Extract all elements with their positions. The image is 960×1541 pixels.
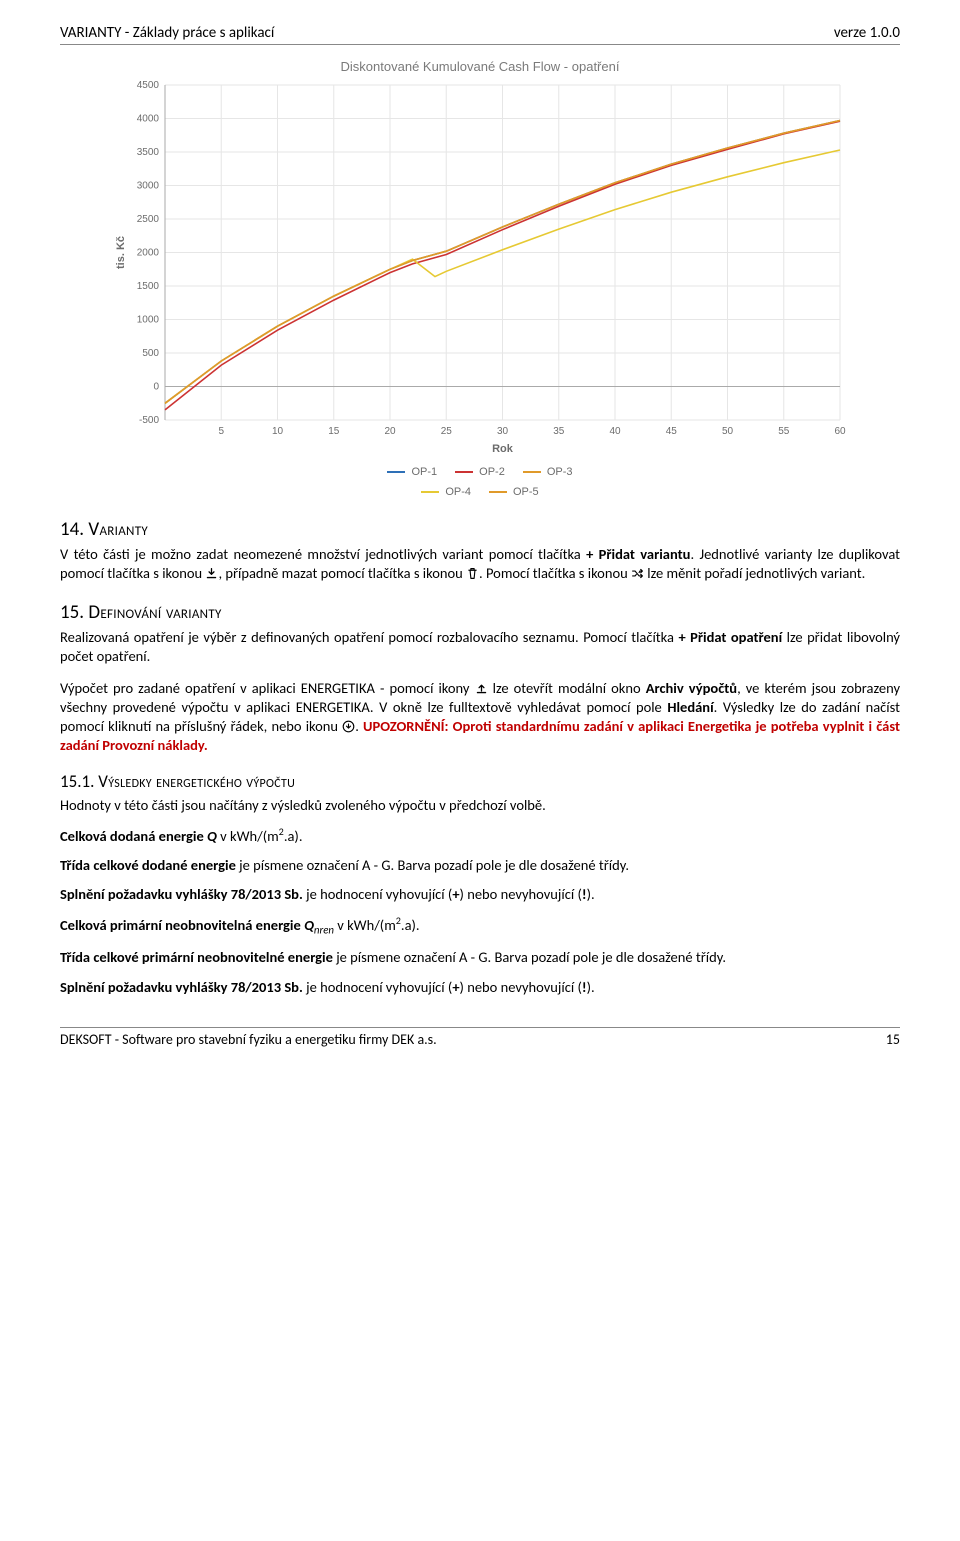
trash-icon xyxy=(466,566,479,579)
svg-text:tis. Kč: tis. Kč xyxy=(115,236,127,269)
circle-down-icon xyxy=(342,719,355,732)
svg-text:35: 35 xyxy=(553,426,565,437)
chart-svg: -500 0 500 1000 1500 2000 2500 3000 3500 4000 4500… xyxy=(110,80,850,460)
s151-p4: Splnění požadavku vyhlášky 78/2013 Sb. j… xyxy=(60,885,900,904)
svg-text:-500: -500 xyxy=(139,415,159,426)
svg-text:5: 5 xyxy=(218,426,224,437)
svg-text:50: 50 xyxy=(722,426,734,437)
s15-p2: Výpočet pro zadané opatření v aplikaci E… xyxy=(60,679,900,756)
svg-text:1500: 1500 xyxy=(137,281,160,292)
s15-p1: Realizovaná opatření je výběr z definova… xyxy=(60,628,900,666)
svg-text:2000: 2000 xyxy=(137,248,160,259)
chart-title: Diskontované Kumulované Cash Flow - opat… xyxy=(60,59,900,74)
svg-text:55: 55 xyxy=(778,426,790,437)
s151-p2: Celková dodaná energie Q v kWh/(m2.a). xyxy=(60,825,900,846)
svg-text:Rok: Rok xyxy=(492,443,514,455)
svg-text:0: 0 xyxy=(153,382,159,393)
heading-15: 15. Definování varianty xyxy=(60,601,900,624)
legend-item: OP-1 xyxy=(387,466,437,478)
svg-text:20: 20 xyxy=(384,426,396,437)
chart-legend: OP-1 OP-2 OP-3 OP-4 OP-5 xyxy=(60,466,900,498)
svg-text:15: 15 xyxy=(328,426,340,437)
svg-text:4000: 4000 xyxy=(137,114,160,125)
s151-p1: Hodnoty v této části jsou načítány z výs… xyxy=(60,796,900,815)
s151-p6: Třída celkové primární neobnovitelné ene… xyxy=(60,948,900,967)
svg-text:40: 40 xyxy=(609,426,621,437)
svg-text:45: 45 xyxy=(666,426,678,437)
header-right: verze 1.0.0 xyxy=(834,24,900,42)
s151-p7: Splnění požadavku vyhlášky 78/2013 Sb. j… xyxy=(60,978,900,997)
heading-15-1: 15.1. Výsledky energetického výpočtu xyxy=(60,771,900,792)
legend-item: OP-5 xyxy=(489,486,539,498)
svg-text:60: 60 xyxy=(834,426,846,437)
page-footer: DEKSOFT - Software pro stavební fyziku a… xyxy=(60,1027,900,1048)
legend-item: OP-3 xyxy=(523,466,573,478)
s14-p1: V této části je možno zadat neomezené mn… xyxy=(60,545,900,583)
svg-text:2500: 2500 xyxy=(137,214,160,225)
legend-item: OP-2 xyxy=(455,466,505,478)
footer-left: DEKSOFT - Software pro stavební fyziku a… xyxy=(60,1031,437,1048)
svg-text:10: 10 xyxy=(272,426,284,437)
svg-text:30: 30 xyxy=(497,426,509,437)
svg-text:1000: 1000 xyxy=(137,315,160,326)
page-header: VARIANTY - Základy práce s aplikací verz… xyxy=(60,24,900,45)
heading-14: 14. Varianty xyxy=(60,518,900,541)
cashflow-chart: Diskontované Kumulované Cash Flow - opat… xyxy=(60,59,900,498)
download-icon xyxy=(205,566,218,579)
upload-icon xyxy=(475,681,488,694)
s151-p3: Třída celkové dodané energie je písmene … xyxy=(60,856,900,875)
svg-text:25: 25 xyxy=(441,426,453,437)
s151-p5: Celková primární neobnovitelná energie Q… xyxy=(60,914,900,938)
shuffle-icon xyxy=(631,566,644,579)
header-left: VARIANTY - Základy práce s aplikací xyxy=(60,24,274,42)
svg-text:4500: 4500 xyxy=(137,80,160,91)
svg-text:500: 500 xyxy=(142,348,159,359)
svg-text:3500: 3500 xyxy=(137,147,160,158)
footer-page-number: 15 xyxy=(886,1031,900,1048)
legend-item: OP-4 xyxy=(421,486,471,498)
svg-text:3000: 3000 xyxy=(137,181,160,192)
